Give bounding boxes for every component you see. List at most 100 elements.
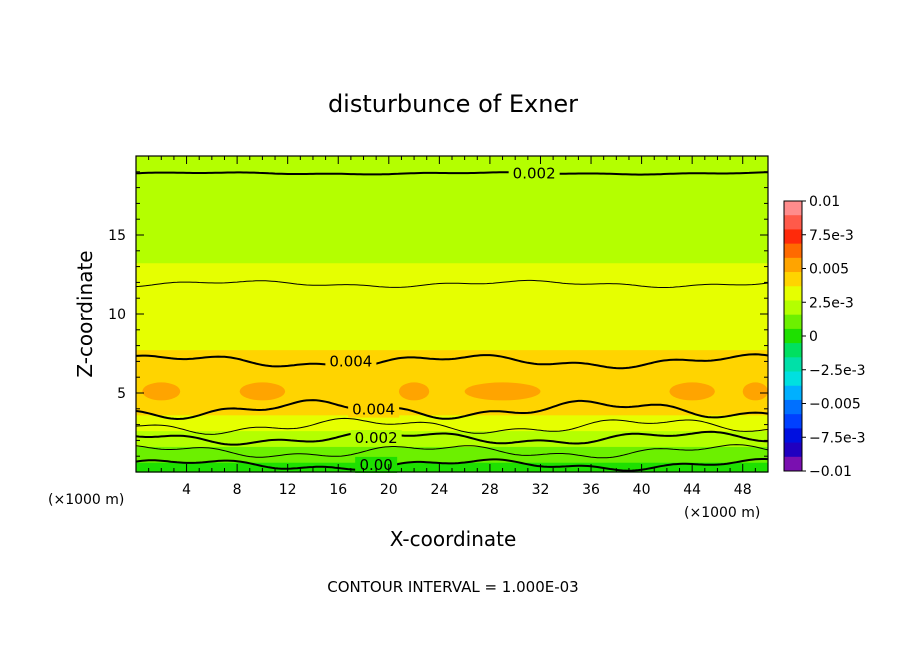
- field-band: [136, 410, 768, 414]
- field-band: [136, 412, 768, 416]
- field-band: [136, 219, 768, 222]
- x-tick-label: 40: [633, 482, 651, 498]
- field-band: [136, 250, 768, 254]
- field-band: [136, 298, 768, 301]
- field-band: [136, 444, 768, 447]
- field-band: [136, 276, 768, 280]
- field-band: [136, 240, 768, 244]
- colorbar-tick-label: 0: [809, 329, 818, 345]
- colorbar-swatch: [784, 399, 802, 415]
- field-band: [136, 396, 768, 400]
- field-band: [136, 317, 768, 321]
- field-band: [136, 341, 768, 345]
- chart-title: disturbunce of Exner: [328, 90, 578, 118]
- contour-lines: [135, 171, 769, 472]
- field-band: [136, 312, 768, 315]
- field-band: [136, 456, 768, 459]
- field-band: [136, 339, 768, 343]
- x-tick-label: 44: [683, 482, 701, 498]
- colorbar-swatch: [784, 215, 802, 230]
- field-band: [136, 464, 768, 467]
- colorbar-swatch: [784, 385, 802, 401]
- field-band: [136, 288, 768, 291]
- field-band: [136, 284, 768, 287]
- x-tick-label: 36: [582, 482, 600, 498]
- field-band: [136, 213, 768, 216]
- field-band: [136, 304, 768, 307]
- field-band: [136, 345, 768, 349]
- warm-patch: [142, 382, 181, 401]
- field-band: [136, 408, 768, 412]
- field-band: [136, 381, 768, 384]
- field-band: [136, 159, 768, 163]
- field-band: [136, 333, 768, 337]
- field-band: [136, 217, 768, 220]
- field-band: [136, 280, 768, 283]
- field-band: [136, 371, 768, 374]
- field-band: [136, 442, 768, 445]
- colorbar-swatch: [784, 371, 802, 387]
- contour-line: [135, 279, 769, 288]
- field-band: [136, 290, 768, 293]
- y-tick-label: 5: [117, 386, 126, 402]
- field-band: [136, 387, 768, 390]
- colorbar-tick-label: −7.5e-3: [809, 430, 866, 446]
- field-band: [136, 242, 768, 246]
- field-band: [136, 440, 768, 443]
- field-band: [136, 448, 768, 451]
- colorbar-tick-label: 0.01: [809, 194, 840, 210]
- field-band: [136, 286, 768, 289]
- colorbar-swatch: [784, 428, 802, 443]
- colorbar-swatch: [784, 442, 802, 458]
- warm-patch: [239, 382, 286, 401]
- field-band: [136, 256, 768, 260]
- field-band: [136, 225, 768, 228]
- field-band: [136, 268, 768, 272]
- colorbar-swatch: [784, 257, 802, 273]
- field-band: [136, 393, 768, 396]
- field-band: [136, 329, 768, 333]
- field-band: [136, 351, 768, 355]
- field-band: [136, 361, 768, 364]
- field-band: [136, 430, 768, 434]
- field-band: [136, 452, 768, 455]
- x-unit-right: (×1000 m): [684, 505, 760, 521]
- colorbar-tick-label: 7.5e-3: [809, 228, 854, 244]
- field-band: [136, 211, 768, 214]
- x-axis-label: X-coordinate: [390, 527, 517, 551]
- y-tick-label: 15: [108, 228, 126, 244]
- field-band: [136, 270, 768, 274]
- contour-label: 0.004: [329, 352, 372, 370]
- field-band: [136, 466, 768, 469]
- x-tick-label: 24: [430, 482, 448, 498]
- field-band: [136, 193, 768, 197]
- y-axis: 5 10 15: [108, 171, 768, 457]
- contour-line: [135, 444, 769, 459]
- field-band: [136, 323, 768, 327]
- x-tick-label: 12: [279, 482, 297, 498]
- colorbar-swatch: [784, 456, 802, 472]
- colorbar-tick-label: −0.01: [809, 464, 852, 480]
- field-band: [136, 191, 768, 195]
- field-band: [136, 258, 768, 262]
- contour-label-gap: [350, 430, 402, 447]
- field-band: [136, 254, 768, 258]
- field-band: [136, 235, 768, 238]
- warm-patch: [669, 382, 715, 401]
- field-band: [136, 414, 768, 418]
- field-band: [136, 391, 768, 394]
- field-band: [136, 400, 768, 404]
- field-band: [136, 262, 768, 266]
- colorbar-swatch: [784, 229, 802, 245]
- field-band: [136, 383, 768, 386]
- colorbar-swatch: [784, 201, 802, 216]
- contour-label-gap: [508, 165, 560, 182]
- warm-patch: [398, 382, 430, 401]
- field-band: [136, 163, 768, 167]
- contour-line: [135, 430, 768, 446]
- colorbar: 0.01 7.5e-3 0.005 2.5e-3 0 −2.5e-3 −0.005 −7.5e…: [783, 194, 866, 480]
- contour-label-gap: [348, 401, 400, 418]
- field-band: [136, 296, 768, 299]
- field-band: [136, 343, 768, 347]
- x-tick-label: 16: [329, 482, 347, 498]
